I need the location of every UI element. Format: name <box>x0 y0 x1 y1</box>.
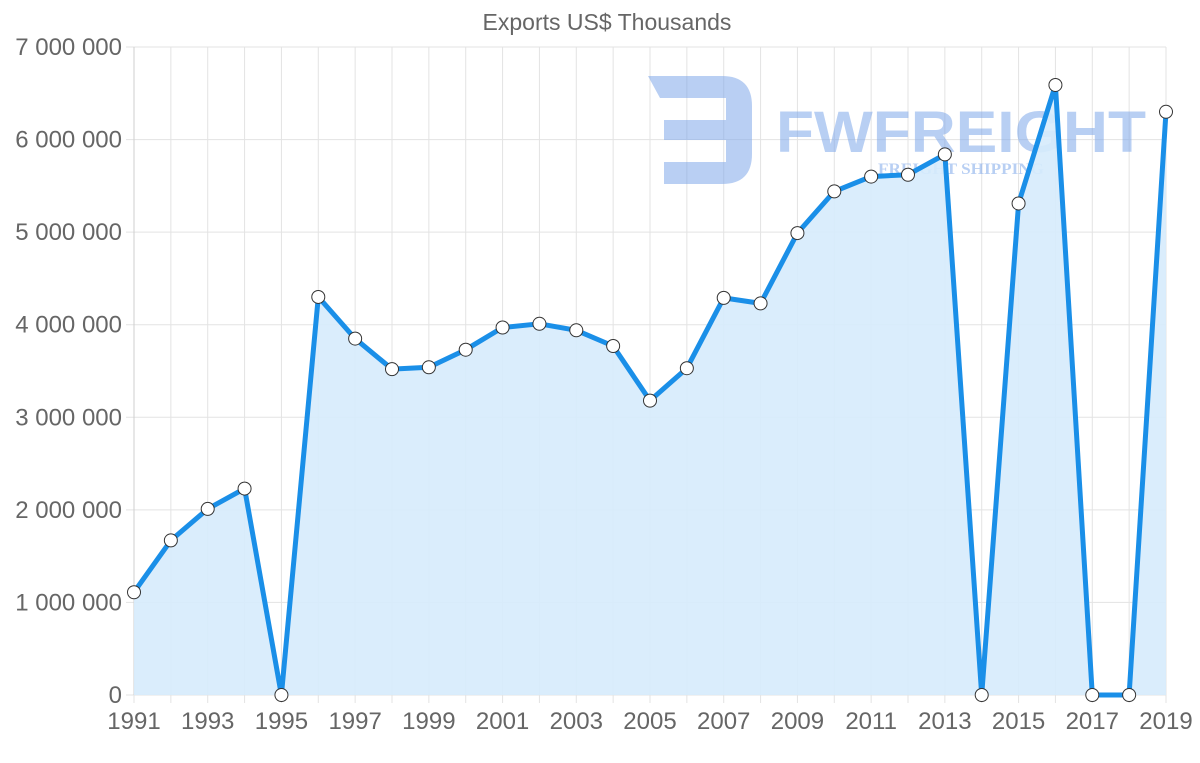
data-point[interactable] <box>827 184 842 199</box>
data-point[interactable] <box>163 533 178 548</box>
x-tick-label: 2015 <box>992 708 1045 735</box>
y-tick-label: 6 000 000 <box>15 127 122 154</box>
data-point[interactable] <box>385 362 399 377</box>
data-point[interactable] <box>348 331 363 346</box>
data-point[interactable] <box>532 316 547 331</box>
fwfreight-watermark: FWFREIGHT FREIGHT SHIPPING <box>648 76 1146 184</box>
data-point[interactable] <box>901 167 915 182</box>
data-point[interactable] <box>1122 688 1137 702</box>
y-tick-label: 1 000 000 <box>15 589 122 616</box>
x-tick-label: 1993 <box>181 708 234 735</box>
chart-title: Exports US$ Thousands <box>483 9 732 35</box>
x-tick-label: 2019 <box>1139 708 1192 735</box>
y-tick-label: 0 <box>109 682 122 709</box>
x-tick-label: 2017 <box>1066 708 1119 735</box>
y-tick-label: 2 000 000 <box>15 497 122 524</box>
exports-series <box>127 77 1173 702</box>
data-point[interactable] <box>864 169 879 184</box>
data-point[interactable] <box>790 226 805 241</box>
y-tick-label: 7 000 000 <box>15 34 122 61</box>
x-tick-label: 1999 <box>402 708 455 735</box>
data-point[interactable] <box>237 481 252 496</box>
data-point[interactable] <box>606 339 621 354</box>
data-point[interactable] <box>1159 104 1173 119</box>
y-tick-label: 4 000 000 <box>15 312 122 339</box>
fwfreight-logo-icon <box>648 76 752 184</box>
data-point[interactable] <box>311 289 326 304</box>
x-tick-label: 1995 <box>255 708 308 735</box>
x-tick-label: 2003 <box>550 708 603 735</box>
data-point[interactable] <box>937 147 952 162</box>
data-point[interactable] <box>1048 77 1063 92</box>
x-axis: 1991 1993 1995 1997 1999 2001 2003 2005 2007 2009… <box>107 708 1192 735</box>
data-point[interactable] <box>458 342 473 357</box>
data-point[interactable] <box>200 501 215 516</box>
data-point[interactable] <box>421 360 436 375</box>
data-point[interactable] <box>643 393 657 408</box>
y-axis: 0 1 000 000 2 000 000 3 000 000 4 000 000 5 0… <box>15 34 122 709</box>
data-point[interactable] <box>1085 688 1100 702</box>
watermark-brand: FWFREIGHT <box>776 100 1146 165</box>
data-point[interactable] <box>753 296 768 311</box>
x-tick-label: 2005 <box>623 708 676 735</box>
data-point[interactable] <box>716 290 731 305</box>
x-tick-label: 2009 <box>771 708 824 735</box>
x-tick-label: 2007 <box>697 708 750 735</box>
y-tick-label: 5 000 000 <box>15 219 122 246</box>
data-point[interactable] <box>679 361 694 376</box>
x-tick-label: 2011 <box>845 708 897 735</box>
x-tick-label: 2013 <box>918 708 971 735</box>
x-tick-label: 1991 <box>107 708 160 735</box>
data-point[interactable] <box>274 688 289 702</box>
data-point[interactable] <box>974 688 989 702</box>
x-tick-label: 2001 <box>476 708 529 735</box>
data-point[interactable] <box>495 320 510 335</box>
y-tick-label: 3 000 000 <box>15 404 122 431</box>
series-area-fill <box>134 85 1166 695</box>
data-point[interactable] <box>127 585 141 600</box>
x-tick-label: 1997 <box>328 708 381 735</box>
data-point[interactable] <box>1011 196 1026 211</box>
data-point[interactable] <box>569 323 584 338</box>
